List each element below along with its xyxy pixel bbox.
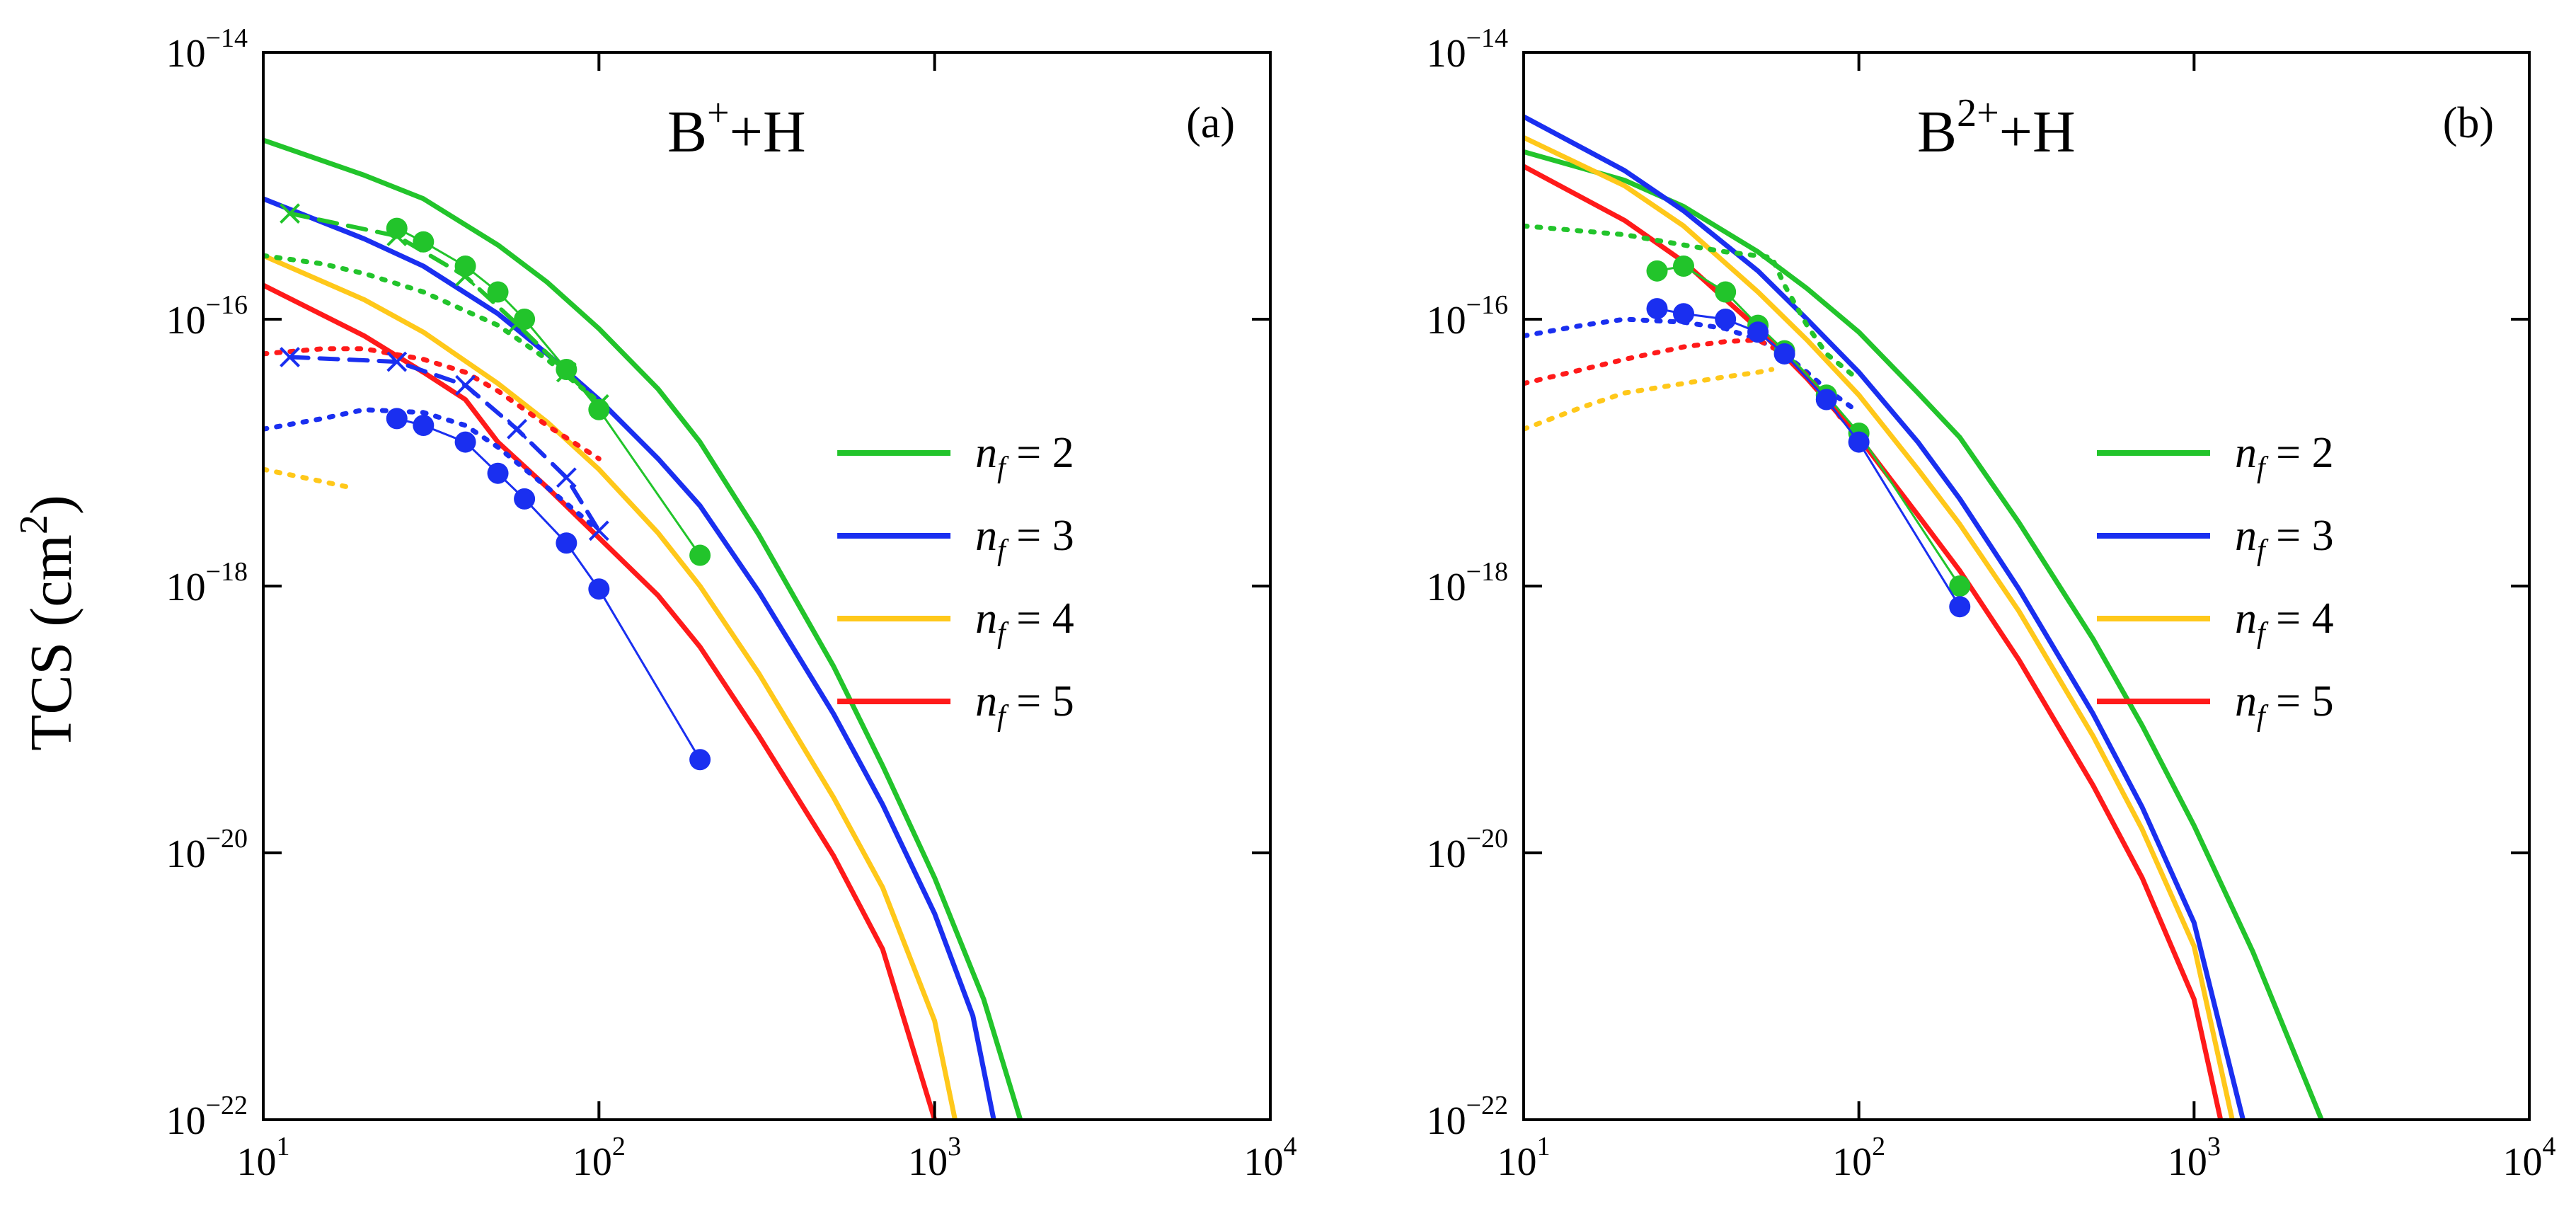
data-point-x — [280, 347, 300, 367]
series-line-nf-2-dashed — [287, 211, 602, 407]
series-line-nf-5-dotted — [263, 346, 602, 461]
x-tick-label: 103 — [908, 1132, 961, 1184]
data-point-x — [455, 374, 476, 396]
data-point-x — [507, 418, 527, 440]
series-line-nf-2-points — [1656, 265, 1961, 587]
data-point — [514, 309, 536, 330]
x-tick-label: 104 — [2503, 1132, 2556, 1184]
series-line-nf-4-solid — [1524, 134, 2235, 1120]
data-point — [588, 578, 610, 600]
data-point — [514, 488, 536, 510]
legend-label: nf = 4 — [2235, 595, 2334, 650]
data-point — [1672, 255, 1694, 277]
panel-title: B++H — [667, 91, 806, 165]
panel-a: 101 102 103 104 10−14 10−16 10−18 10−20 10−22 B++… — [166, 23, 1297, 1184]
series-line-nf-5-solid — [1524, 163, 2224, 1120]
data-point — [1646, 260, 1668, 282]
data-point — [1815, 389, 1837, 411]
legend-label: nf = 2 — [975, 429, 1074, 484]
series-line-nf-3-solid — [263, 196, 996, 1120]
series-line-nf-4-dotted — [1524, 367, 1775, 432]
data-point — [1747, 321, 1769, 343]
y-tick-label: 10−14 — [166, 23, 248, 76]
x-tick-label: 101 — [237, 1132, 290, 1184]
legend-label: nf = 5 — [975, 677, 1074, 733]
data-point — [1672, 303, 1694, 325]
series-line-nf-3-solid — [1524, 114, 2246, 1120]
plot-area — [263, 137, 1023, 1120]
series-line-nf-4-solid — [263, 253, 958, 1120]
panel-title: B2++H — [1917, 91, 2076, 165]
data-point — [454, 431, 476, 453]
series-line-nf-2-dotted — [1524, 223, 1862, 383]
data-point — [1646, 298, 1668, 320]
data-point — [487, 462, 509, 484]
data-point — [1715, 281, 1737, 303]
plot-frame — [1522, 51, 2531, 1121]
data-point — [487, 281, 509, 303]
data-point — [556, 532, 577, 554]
x-tick-label: 101 — [1497, 1132, 1551, 1184]
data-point — [689, 749, 711, 771]
x-tick-label: 103 — [2168, 1132, 2221, 1184]
series-line-nf-2-solid — [1524, 149, 2324, 1120]
data-point-x — [588, 520, 609, 541]
legend-label: nf = 3 — [975, 512, 1074, 567]
data-point — [386, 217, 408, 239]
series-line-nf-3-dotted — [1524, 316, 1862, 415]
data-point — [1715, 309, 1737, 330]
y-tick-label: 10−18 — [1427, 557, 1508, 609]
data-point-x — [280, 203, 300, 224]
data-point — [386, 408, 408, 430]
y-tick-label: 10−22 — [166, 1091, 248, 1143]
series-line-nf-3-dashed — [287, 355, 602, 533]
y-tick-label: 10−14 — [1427, 23, 1508, 76]
y-tick-label: 10−20 — [1427, 824, 1508, 876]
plot-frame — [262, 51, 1272, 1121]
data-point — [413, 415, 435, 437]
x-tick-label: 102 — [1832, 1132, 1885, 1184]
legend-label: nf = 3 — [2235, 512, 2334, 567]
legend-label: nf = 2 — [2235, 429, 2334, 484]
plot-area — [1524, 114, 2324, 1120]
panel-label: (a) — [1186, 99, 1235, 147]
data-point — [454, 255, 476, 277]
data-point — [1949, 596, 1971, 618]
y-axis-label: TCS (cm2) — [12, 495, 84, 751]
data-point — [1773, 343, 1795, 365]
data-point — [1949, 575, 1971, 597]
series-line-nf-2-dotted — [263, 253, 602, 405]
legend-label: nf = 4 — [975, 595, 1074, 650]
panel-b: 101 102 103 104 10−14 10−16 10−18 10−20 10−22 B2+… — [1427, 23, 2556, 1184]
data-point — [689, 544, 711, 566]
x-tick-label: 102 — [573, 1132, 626, 1184]
data-point — [556, 359, 577, 381]
data-point-x — [556, 467, 577, 488]
y-tick-label: 10−22 — [1427, 1091, 1508, 1143]
x-tick-label: 104 — [1244, 1132, 1297, 1184]
series-line-nf-3-dotted — [263, 407, 602, 534]
y-tick-label: 10−18 — [166, 557, 248, 609]
series-line-nf-3-points — [1656, 307, 1961, 608]
data-point-x — [386, 351, 408, 372]
data-point — [1848, 431, 1870, 453]
data-point — [588, 398, 610, 420]
y-tick-label: 10−20 — [166, 824, 248, 876]
y-tick-label: 10−16 — [166, 290, 248, 343]
panel-label: (b) — [2443, 99, 2494, 147]
series-line-nf-4-dotted — [263, 466, 352, 490]
y-tick-label: 10−16 — [1427, 290, 1508, 343]
series-line-nf-2-solid — [263, 137, 1023, 1120]
data-point — [413, 231, 435, 253]
legend-label: nf = 5 — [2235, 677, 2334, 733]
